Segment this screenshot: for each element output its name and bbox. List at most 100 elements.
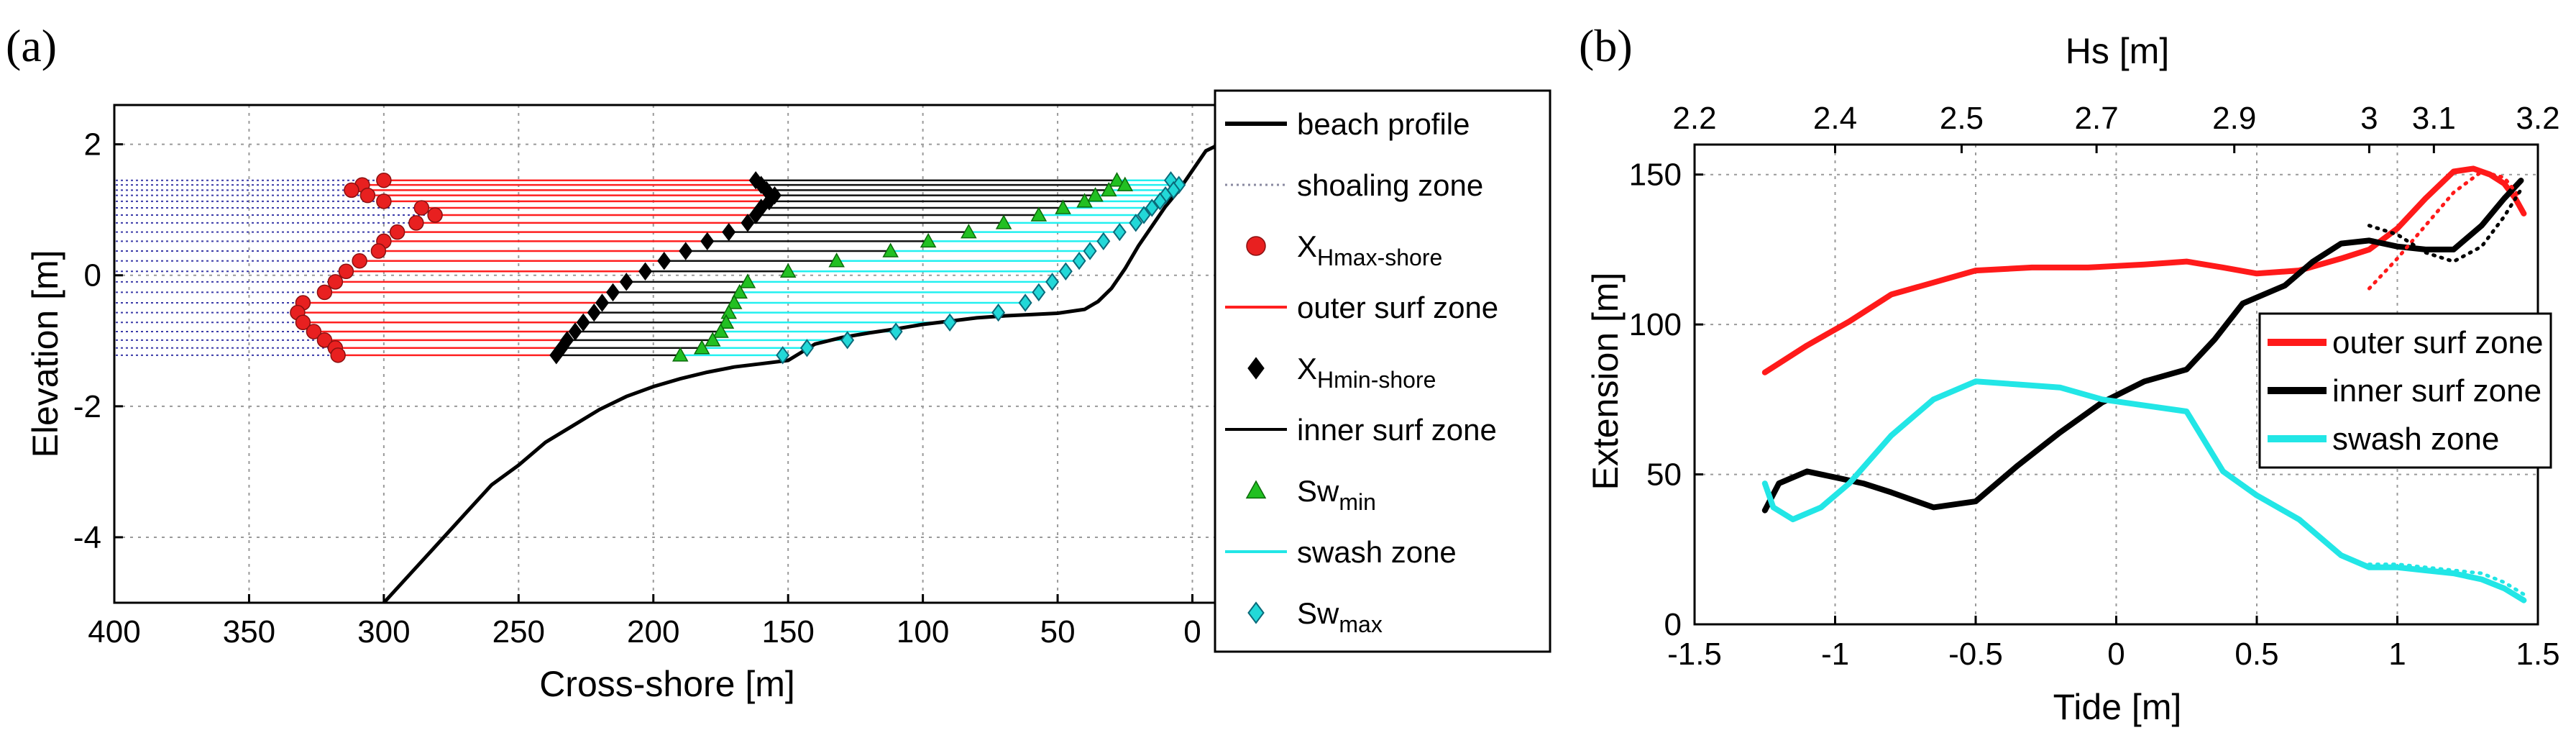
- panel-a-y-tick-label: 2: [84, 127, 101, 163]
- swmin-marker: [718, 314, 735, 329]
- panel-a-y-tick-label: 0: [84, 258, 101, 293]
- panel-b-y-tick-label: 150: [1629, 158, 1682, 193]
- xhmin-shore-marker: [748, 206, 763, 224]
- legend-label-beach_profile: beach profile: [1297, 107, 1470, 141]
- swmax-marker: [1018, 293, 1032, 312]
- xhmin-shore-marker: [748, 171, 763, 190]
- panel-b-top-tick-label: 3: [2360, 101, 2378, 136]
- panel-b-top-tick-label: 2.2: [1672, 101, 1716, 136]
- panel-b-top-tick-label: 2.9: [2212, 101, 2256, 136]
- swmin-marker: [1030, 206, 1048, 222]
- swmax-marker: [1083, 242, 1097, 260]
- legend-swatch-xhmin: [1247, 357, 1265, 380]
- panel-b-x-tick-label: 0: [2107, 637, 2124, 672]
- series-line-1: [1761, 178, 2524, 514]
- legend-swatch-swmax: [1247, 601, 1265, 624]
- xhmax-shore-marker: [359, 187, 376, 204]
- panel-a-x-tick-label: 150: [761, 614, 814, 649]
- panel-a-y-axis-label: Elevation [m]: [25, 250, 65, 457]
- xhmin-shore-marker: [638, 262, 653, 281]
- swmax-marker: [1145, 199, 1159, 217]
- panel-b-legend-label-inner: inner surf zone: [2332, 373, 2541, 409]
- swmax-marker: [1072, 252, 1086, 270]
- panel-a-label: (a): [6, 20, 57, 71]
- legend-label-shoaling: shoaling zone: [1297, 168, 1483, 202]
- panel-a-x-tick-label: 250: [492, 614, 545, 649]
- panel-b-legend-label-swash: swash zone: [2332, 421, 2499, 457]
- swmax-marker: [1129, 214, 1143, 232]
- swmin-marker: [671, 347, 689, 362]
- xhmin-shore-marker: [722, 222, 736, 242]
- swmax-marker: [1112, 222, 1127, 242]
- swmin-marker: [920, 232, 937, 248]
- xhmax-shore-marker: [413, 200, 430, 216]
- panel-b-x-tick-label: 1: [2388, 637, 2406, 672]
- panel-b-top-axis-label: Hs [m]: [2066, 31, 2169, 71]
- xhmax-shore-marker: [376, 193, 392, 209]
- series-line-2: [1761, 378, 2527, 603]
- panel-b-x-tick-label: 0.5: [2234, 637, 2278, 672]
- xhmax-shore-marker: [408, 215, 424, 231]
- swmin-marker: [1117, 176, 1134, 191]
- panel-a-plot-background: [114, 105, 1219, 603]
- xhmin-shore-marker: [741, 214, 755, 232]
- xhmin-shore-marker: [657, 252, 671, 270]
- swmax-marker: [1045, 273, 1060, 291]
- swmin-marker: [739, 273, 756, 288]
- panel-b-top-ticks: 2.2 2.4 2.5 2.7 2.9 3 3.1 3.2: [1672, 101, 2560, 153]
- legend-label-inner: inner surf zone: [1297, 413, 1497, 447]
- xhmin-shore-marker: [679, 242, 693, 260]
- panel-b-y-tick-label: 0: [1664, 607, 1682, 642]
- panel-a-x-tick-label: 0: [1183, 614, 1201, 649]
- swmin-marker: [1055, 199, 1071, 214]
- xhmax-shore-marker: [376, 172, 392, 188]
- series-line-3: [2367, 170, 2523, 291]
- swmin-marker: [1101, 181, 1117, 197]
- panel-b-x-tick-label: -0.5: [1948, 637, 2003, 672]
- inner-surf-zone-lines: [556, 179, 1125, 357]
- panel-a-y-tick-label: -4: [73, 520, 101, 555]
- panel-b-x-tick-label: 1.5: [2516, 637, 2559, 672]
- panel-b-label: (b): [1579, 20, 1633, 71]
- swmin-marker: [1109, 172, 1125, 187]
- panel-b-y-axis-label: Extension [m]: [1585, 273, 1626, 491]
- panel-a-x-tick-label: 200: [627, 614, 679, 649]
- xhmax-shore-marker: [427, 207, 443, 223]
- series-line-0: [1761, 165, 2527, 375]
- panel-b-x-tick-label: -1.5: [1667, 637, 1722, 672]
- series-line-5: [2367, 562, 2526, 596]
- panel-b-legend-label-outer: outer surf zone: [2332, 325, 2544, 360]
- panel-b-x-ticks: -1.5 -1 -0.5 0 0.5 1 1.5: [1667, 616, 2560, 672]
- swmin-marker: [779, 263, 797, 278]
- shoaling-zone-lines: [116, 179, 436, 356]
- panel-b-legend-entries: outer surf zone inner surf zone swash zone: [2268, 325, 2544, 457]
- panel-a-y-ticks: 2 0 -2 -4: [73, 127, 123, 555]
- xhmin-shore-marker: [568, 322, 582, 341]
- panel-a-x-tick-label: 350: [223, 614, 275, 649]
- xhmin-shore-marker: [619, 273, 633, 291]
- swmin-marker: [961, 224, 977, 239]
- xhmax-shore-marker: [316, 332, 333, 348]
- xhmax-shore-marker: [370, 243, 387, 259]
- swmin-marker: [882, 242, 899, 257]
- panel-a-x-tick-label: 50: [1040, 614, 1076, 649]
- swmax-marker: [799, 339, 814, 357]
- panel-a-grid: [114, 105, 1219, 603]
- outer-surf-zone-lines: [297, 179, 775, 357]
- panel-b: (b) Hs [m] -1.5 -1 -0.5 0 0.5 1 1.5 2.2 2.4 2.5 2…: [1579, 20, 2560, 727]
- panel-a: (a) 400 350 300 250 200 150 100 50 0 2 0 -2 -4 Cros…: [6, 20, 1551, 704]
- legend-swatch-xhmax: [1246, 236, 1266, 256]
- panel-b-top-tick-label: 2.4: [1813, 101, 1857, 136]
- beach-profile-line: [382, 142, 1221, 604]
- xhmax-shore-marker: [338, 263, 354, 280]
- xhmin-shore-marker: [762, 192, 776, 211]
- panel-b-top-tick-label: 2.7: [2075, 101, 2119, 136]
- panel-b-y-ticks: 0 50 100 150: [1629, 158, 1703, 642]
- swmin-marker: [995, 214, 1012, 229]
- panel-a-y-tick-label: -2: [73, 389, 101, 424]
- swmax-marker: [943, 313, 957, 332]
- xhmin-shore-marker: [595, 293, 610, 312]
- panel-b-top-tick-label: 3.2: [2516, 101, 2559, 136]
